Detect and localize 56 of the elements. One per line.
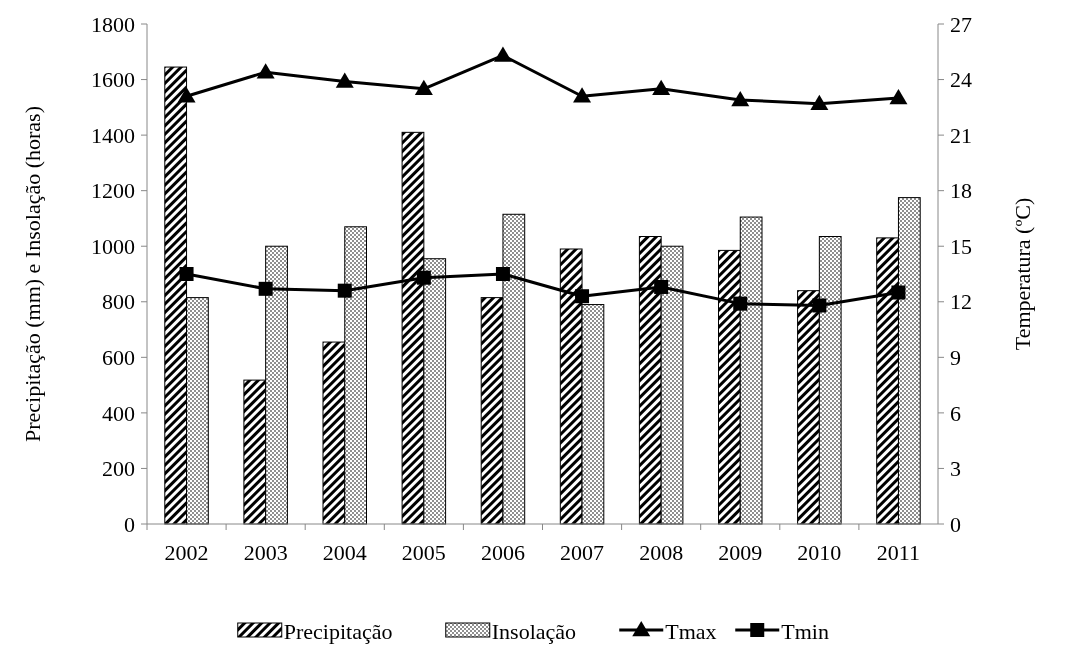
x-tick-label: 2007 — [560, 540, 605, 565]
y-tick-label: 800 — [102, 289, 135, 315]
point — [891, 285, 906, 300]
point — [575, 289, 590, 304]
y-tick-label: 0 — [124, 511, 135, 537]
point — [337, 283, 352, 298]
y-tick-label: 1600 — [91, 67, 135, 93]
y-tick-label: 1200 — [91, 178, 135, 204]
point — [810, 94, 829, 110]
x-tick-label: 2011 — [876, 540, 921, 565]
point — [256, 63, 275, 79]
legend-label: Tmax — [665, 618, 717, 644]
y2-tick-label: 12 — [950, 289, 972, 315]
x-tick-label: 2006 — [480, 540, 525, 565]
legend-label: Precipitação — [283, 618, 393, 644]
legend-label: Insolação — [491, 618, 577, 644]
point — [177, 87, 196, 103]
y2-tick-label: 27 — [950, 11, 972, 37]
y-tick-label: 1000 — [91, 233, 135, 259]
x-tick-label: 2002 — [164, 540, 209, 565]
point — [495, 267, 510, 281]
y2-tick-label: 9 — [950, 345, 961, 371]
legend-label: Tmin — [781, 618, 829, 644]
y-tick-label: 600 — [102, 345, 135, 371]
y2-tick-label: 21 — [950, 122, 972, 148]
x-tick-label: 2009 — [718, 540, 763, 565]
point — [573, 87, 592, 103]
point — [889, 89, 908, 105]
x-tick-label: 2005 — [401, 540, 446, 565]
x-tick-label: 2004 — [322, 540, 367, 565]
x-tick-label: 2010 — [797, 540, 842, 565]
y2-tick-label: 6 — [950, 400, 961, 426]
point — [733, 296, 748, 311]
x-tick-label: 2008 — [639, 540, 684, 565]
y2-tick-label: 18 — [950, 178, 972, 204]
x-tick-label: 2003 — [243, 540, 288, 565]
point — [493, 46, 512, 62]
y-tick-label: 1400 — [91, 122, 135, 148]
y2-tick-label: 3 — [950, 456, 961, 482]
y2-axis-title: Temperatura (ºC) — [1010, 197, 1035, 351]
point — [416, 270, 431, 285]
point — [812, 298, 827, 313]
point — [414, 79, 433, 96]
point — [731, 90, 750, 107]
y2-tick-label: 15 — [950, 233, 972, 259]
point — [652, 79, 671, 96]
y2-tick-label: 0 — [950, 511, 961, 537]
y2-tick-label: 24 — [950, 67, 972, 93]
point — [654, 279, 669, 294]
y-tick-label: 400 — [102, 400, 135, 426]
point — [335, 72, 354, 88]
y-tick-label: 200 — [102, 456, 135, 482]
point — [179, 267, 194, 281]
y-axis-title: Precipitação (mm) e Insolação (horas) — [20, 106, 45, 442]
point — [258, 281, 273, 296]
y-tick-label: 1800 — [91, 11, 135, 37]
